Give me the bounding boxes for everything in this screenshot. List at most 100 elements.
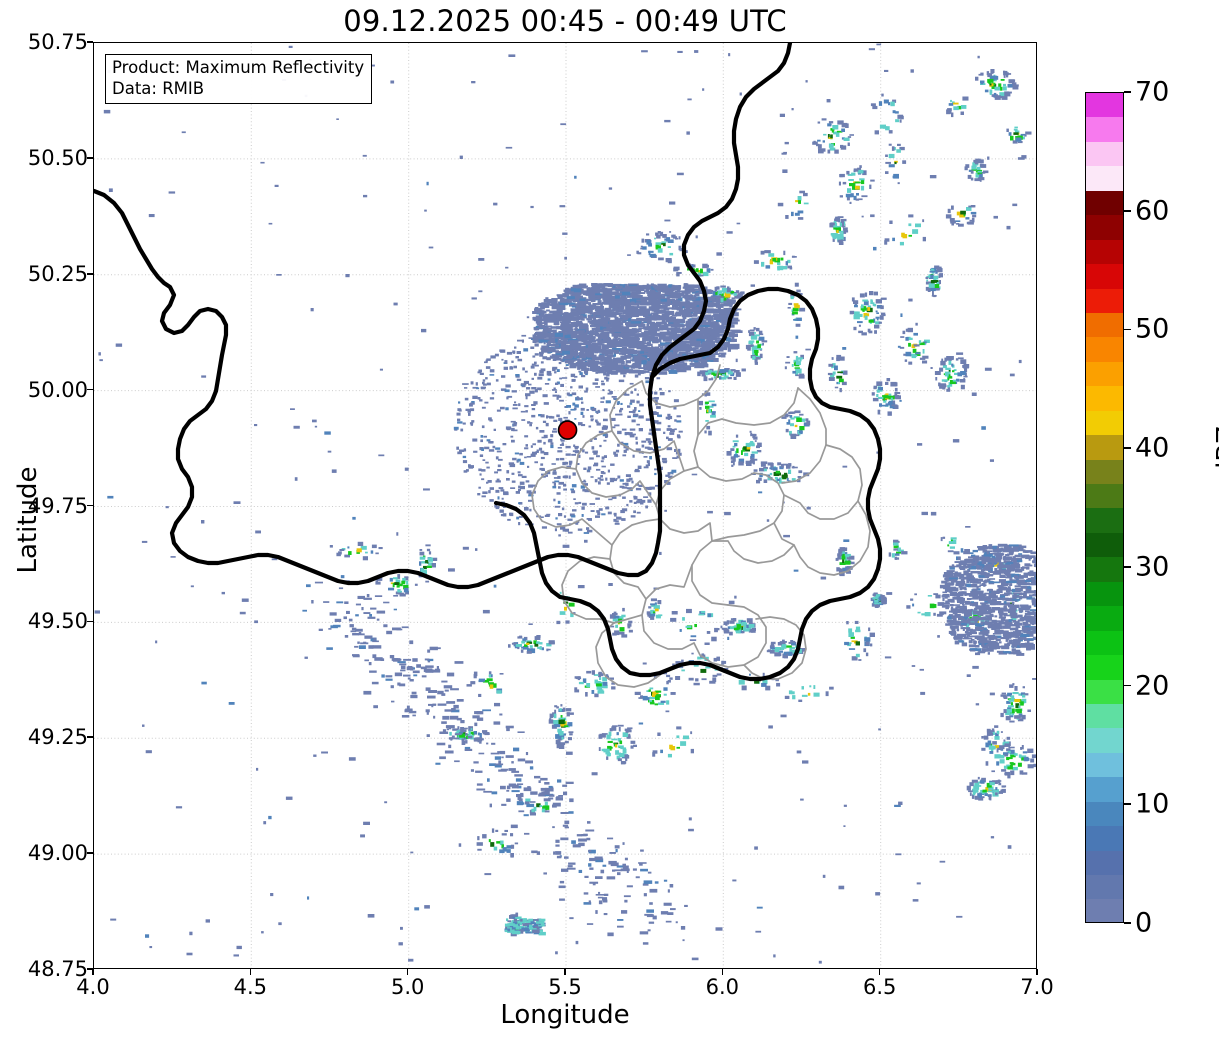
echo-pixel [763, 468, 767, 472]
echo-pixel [576, 347, 583, 350]
echo-pixel [700, 300, 707, 304]
echo-pixel [590, 476, 594, 478]
echo-pixel [1012, 766, 1018, 771]
echo-pixel [751, 335, 758, 340]
echo-pixel [705, 344, 709, 346]
echo-pixel [505, 384, 511, 388]
echo-pixel [553, 477, 559, 479]
echo-pixel [583, 483, 588, 486]
echo-pixel [911, 344, 916, 349]
echo-pixel [485, 461, 489, 464]
echo-pixel [543, 338, 550, 340]
echo-pixel [972, 214, 977, 218]
echo-pixel [648, 606, 652, 609]
echo-pixel [701, 336, 708, 340]
echo-pixel [659, 387, 662, 391]
radar-map-svg [94, 43, 1036, 968]
echo-pixel [514, 452, 519, 455]
echo-pixel [675, 324, 684, 327]
echo-pixel [478, 693, 482, 697]
echo-pixel [836, 130, 843, 133]
echo-pixel [840, 547, 848, 550]
echo-pixel [641, 440, 647, 443]
echo-pixel [506, 470, 510, 474]
echo-pixel [496, 506, 500, 508]
echo-pixel [655, 353, 658, 356]
echo-pixel [591, 328, 599, 331]
echo-pixel [549, 416, 555, 419]
echo-pixel [608, 625, 615, 628]
echo-pixel [609, 328, 615, 333]
echo-pixel [756, 450, 762, 453]
echo-pixel [679, 309, 686, 314]
echo-pixel [620, 296, 627, 300]
echo-pixel [581, 481, 587, 483]
echo-pixel [617, 345, 623, 348]
echo-pixel [603, 328, 609, 332]
echo-pixel [586, 518, 592, 520]
echo-pixel [362, 556, 368, 561]
echo-pixel [595, 350, 606, 353]
echo-pixel [885, 403, 889, 407]
echo-pixel [524, 405, 529, 408]
echo-pixel [556, 316, 566, 320]
echo-pixel [758, 477, 762, 481]
echo-pixel [665, 366, 675, 369]
echo-pixel [562, 317, 569, 322]
echo-pixel [935, 377, 938, 381]
echo-pixel [564, 359, 573, 364]
echo-pixel [781, 463, 784, 468]
echo-pixel [759, 353, 763, 359]
echo-pixel [672, 338, 677, 341]
echo-pixel [431, 558, 436, 561]
echo-pixel [954, 372, 958, 375]
echo-pixel [629, 428, 636, 431]
echo-pixel [1002, 695, 1007, 698]
echo-pixel [622, 329, 629, 333]
echo-pixel [716, 320, 721, 322]
echo-pixel [750, 457, 755, 462]
echo-pixel [710, 335, 720, 338]
echo-pixel [700, 268, 703, 274]
echo-pixel [598, 354, 605, 359]
echo-pixel [613, 397, 616, 400]
echo-pixel [721, 353, 726, 358]
echo-pixel [567, 518, 573, 521]
echo-pixel [915, 352, 921, 355]
echo-pixel [646, 240, 652, 245]
echo-pixel [645, 438, 651, 441]
echo-pixel [967, 609, 974, 613]
echo-pixel [666, 296, 677, 299]
echo-pixel [617, 616, 624, 621]
echo-pixel [659, 363, 663, 366]
echo-pixel [633, 306, 639, 309]
echo-pixel [843, 137, 850, 141]
echo-pixel [502, 513, 507, 517]
echo-pixel [481, 495, 486, 498]
echo-pixel [532, 355, 536, 358]
echo-pixel [650, 610, 654, 614]
echo-pixel [578, 352, 584, 354]
echo-pixel [370, 550, 374, 554]
echo-pixel [669, 321, 677, 324]
echo-pixel [535, 426, 539, 430]
echo-pixel [948, 103, 954, 106]
echo-pixel [792, 640, 796, 643]
echo-pixel [1019, 770, 1024, 775]
echo-pixel [606, 378, 609, 382]
echo-pixel [564, 302, 575, 305]
echo-pixel [931, 280, 935, 284]
echo-pixel [873, 597, 878, 600]
echo-pixel [754, 440, 757, 442]
echo-pixel [602, 472, 606, 475]
echo-pixel [612, 479, 617, 482]
echo-pixel [933, 593, 939, 595]
radar-map-plot[interactable]: Product: Maximum Reflectivity Data: RMIB [93, 42, 1037, 969]
echo-pixel [561, 442, 564, 446]
echo-pixel [989, 552, 995, 555]
echo-pixel [797, 196, 802, 201]
echo-pixel [953, 106, 959, 111]
echo-pixel [485, 733, 490, 735]
echo-pixel [832, 371, 836, 375]
echo-pixel [554, 323, 559, 326]
